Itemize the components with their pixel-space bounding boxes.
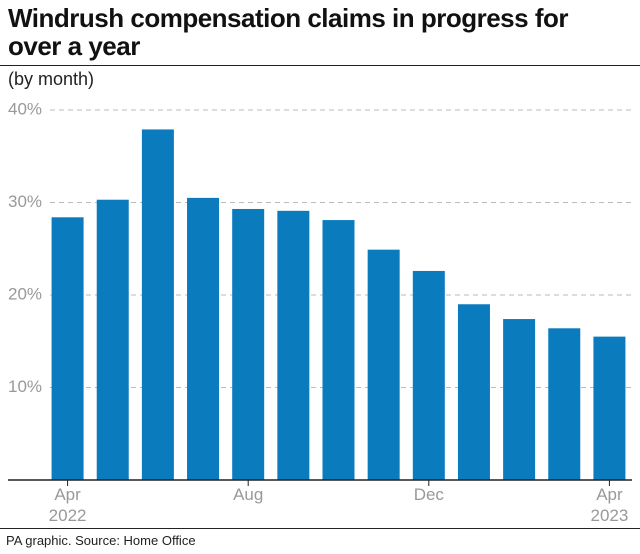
bar xyxy=(457,304,490,480)
source: PA graphic. Source: Home Office xyxy=(6,533,196,548)
chart-title: Windrush compensation claims in progress… xyxy=(8,3,568,61)
bar xyxy=(412,270,445,480)
x-tick-label: Apr 2023 xyxy=(591,485,629,525)
x-tick-label: Dec xyxy=(414,485,445,504)
bar xyxy=(187,197,220,480)
chart: 10% 20% 30% 40% Apr 2022 Aug Dec Apr 2023 xyxy=(8,99,632,525)
y-tick-label: 30% xyxy=(8,192,42,211)
bar xyxy=(593,336,626,480)
y-tick-label: 20% xyxy=(8,284,42,303)
y-tick-label: 40% xyxy=(8,99,42,118)
bar xyxy=(141,129,174,481)
x-tick-label: Apr 2022 xyxy=(49,485,87,525)
bar xyxy=(51,217,84,481)
bar xyxy=(548,328,581,480)
title-rule xyxy=(0,65,640,66)
bar xyxy=(367,249,400,480)
y-tick-label: 10% xyxy=(8,377,42,396)
bar xyxy=(322,220,355,480)
bar xyxy=(96,199,129,480)
bar xyxy=(277,210,310,480)
x-tick-label: Aug xyxy=(233,485,263,504)
bar xyxy=(232,208,265,480)
footer-rule xyxy=(0,528,640,529)
bar xyxy=(503,319,536,480)
chart-subtitle: (by month) xyxy=(8,69,95,89)
